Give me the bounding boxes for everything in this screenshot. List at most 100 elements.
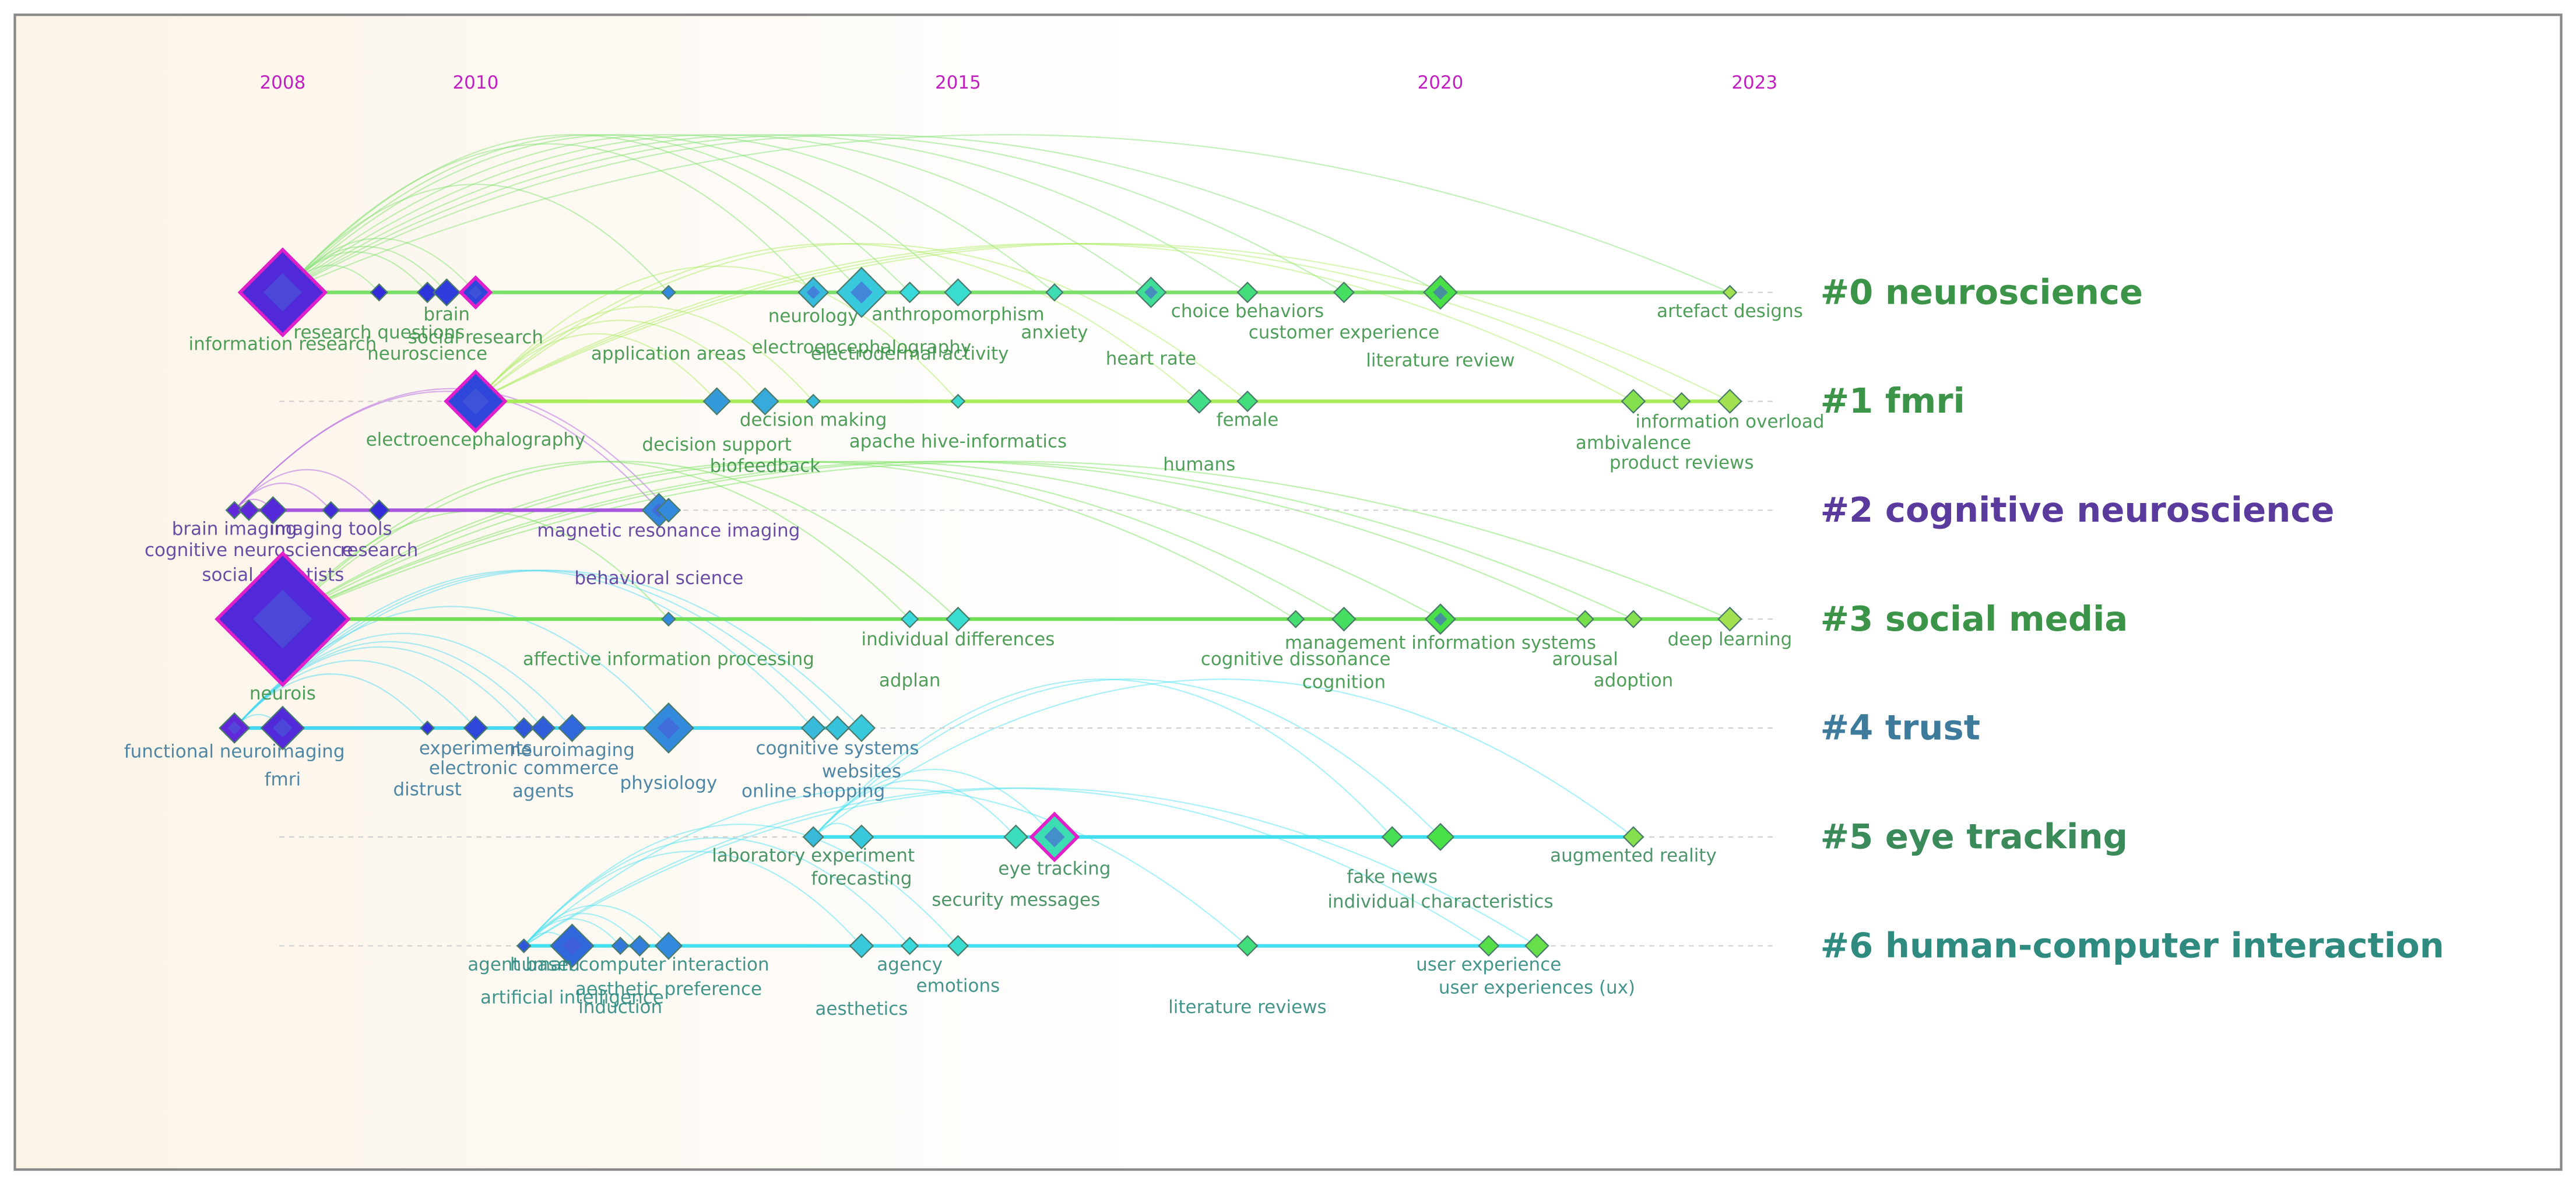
keyword-node	[950, 393, 966, 409]
link	[282, 460, 1296, 620]
keyword-node	[802, 826, 824, 848]
link	[813, 779, 1017, 838]
keyword-node	[656, 497, 681, 523]
keyword-node	[1624, 610, 1643, 628]
link	[523, 824, 959, 947]
node-core	[273, 718, 293, 738]
keyword-label: literature reviews	[1168, 997, 1327, 1018]
link	[475, 242, 1248, 402]
keyword-node	[225, 501, 244, 519]
node-core	[469, 286, 483, 300]
link	[282, 133, 959, 293]
keyword-label: information research	[189, 333, 377, 354]
links	[234, 133, 1730, 947]
keyword-label: biofeedback	[710, 456, 821, 477]
keyword-label: decision making	[740, 410, 887, 431]
keyword-label: application areas	[591, 343, 746, 364]
keyword-label: neuroscience	[367, 343, 487, 364]
link	[282, 460, 1634, 620]
keyword-label: security messages	[932, 889, 1100, 910]
link	[475, 242, 1730, 402]
keyword-node	[849, 824, 874, 850]
link	[523, 787, 1489, 947]
cluster-label: #2 cognitive neuroscience	[1821, 490, 2335, 530]
link	[234, 388, 669, 511]
keyword-label: product reviews	[1609, 452, 1754, 473]
cluster-label: #4 trust	[1821, 708, 1980, 748]
link	[282, 143, 814, 293]
keyword-label: heart rate	[1106, 349, 1196, 370]
keyword-node	[259, 496, 287, 525]
link	[813, 768, 1055, 838]
node-core	[806, 286, 820, 300]
keyword-label: emotions	[916, 976, 1000, 997]
node-core	[253, 589, 312, 649]
keyword-label: neurology	[768, 305, 859, 326]
year-label: 2008	[259, 72, 305, 93]
keyword-label: brain imaging	[172, 519, 297, 540]
link	[282, 237, 476, 293]
keyword-node	[946, 606, 971, 632]
keyword-node	[1381, 826, 1403, 848]
keyword-node	[370, 283, 389, 302]
link	[475, 242, 1200, 402]
link	[475, 242, 1682, 402]
link	[282, 460, 959, 620]
keyword-node	[611, 936, 630, 955]
keyword-label: electroencephalography	[366, 430, 586, 451]
keyword-label: behavioral science	[574, 568, 743, 589]
keyword-label: online shopping	[741, 780, 885, 801]
node-core	[657, 716, 680, 740]
link	[282, 134, 1441, 293]
node-core	[850, 281, 873, 304]
link	[282, 460, 911, 620]
keyword-node	[702, 387, 731, 416]
link	[282, 134, 1345, 293]
keyword-label: augmented reality	[1550, 845, 1717, 866]
keyword-node	[321, 501, 340, 519]
keyword-label: individual differences	[861, 629, 1055, 650]
keyword-node	[628, 935, 651, 957]
keyword-label: electrodermal activity	[811, 343, 1009, 364]
year-label: 2015	[935, 72, 981, 93]
keyword-node	[1717, 389, 1742, 414]
link	[282, 133, 1248, 293]
keyword-label: anxiety	[1021, 322, 1088, 343]
keyword-label: magnetic resonance imaging	[537, 520, 800, 541]
keyword-label: cognition	[1302, 672, 1386, 693]
link	[234, 673, 428, 729]
keyword-label: cognitive systems	[756, 738, 919, 759]
keyword-node	[1045, 283, 1064, 302]
cluster-label: #6 human-computer interaction	[1821, 925, 2444, 965]
keyword-label: imaging tools	[270, 519, 392, 540]
node-core	[263, 273, 302, 312]
keyword-label: artificial intelligence	[480, 987, 664, 1008]
keyword-node	[1672, 392, 1691, 411]
keyword-node	[416, 282, 438, 304]
link	[475, 319, 766, 402]
link	[475, 242, 1634, 402]
link	[234, 569, 862, 729]
keyword-node	[944, 278, 972, 307]
keyword-node	[1236, 282, 1259, 304]
link	[282, 134, 862, 293]
keyword-node	[463, 715, 489, 741]
keyword-node	[1236, 935, 1259, 957]
frame	[13, 13, 2563, 1171]
link	[282, 133, 1152, 293]
keyword-label: aesthetics	[815, 998, 908, 1019]
link	[282, 460, 1441, 620]
keyword-node	[900, 936, 919, 955]
link	[282, 133, 911, 293]
keyword-label: human computer interaction	[510, 954, 769, 975]
keyword-node	[530, 715, 556, 741]
year-label: 2020	[1418, 72, 1464, 93]
keyword-node	[806, 393, 821, 409]
keyword-label: arousal	[1552, 649, 1618, 670]
node-core	[562, 936, 582, 956]
keyword-label: female	[1217, 410, 1279, 431]
link	[234, 646, 525, 729]
keyword-node	[368, 499, 390, 521]
keyword-label: ambivalence	[1576, 432, 1691, 453]
